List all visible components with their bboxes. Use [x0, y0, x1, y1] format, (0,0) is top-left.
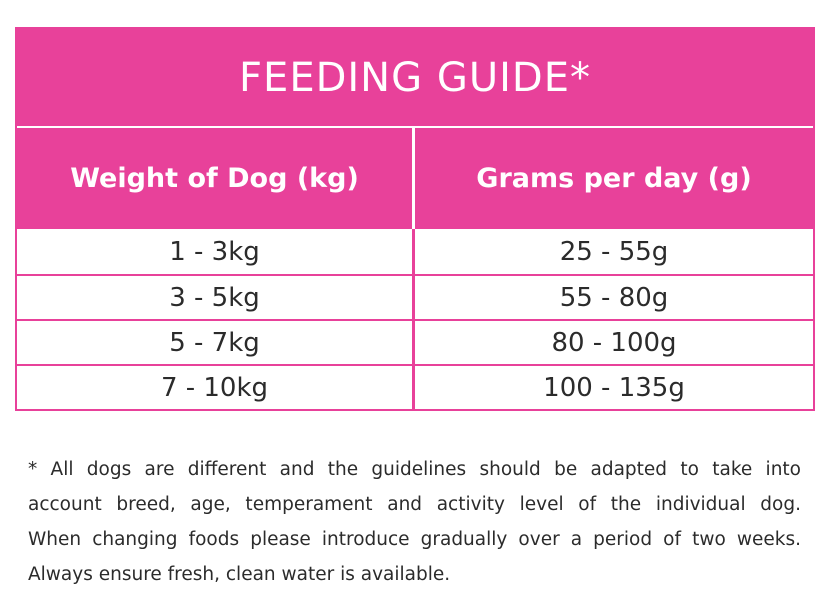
table-cell: 100 - 135g	[415, 364, 813, 409]
column-header: Weight of Dog (kg)	[17, 128, 415, 229]
table-cell: 1 - 3kg	[17, 229, 415, 274]
table-row: 3 - 5kg 55 - 80g	[17, 274, 813, 319]
table-cell: 7 - 10kg	[17, 364, 415, 409]
footnote-line: account breed, age, temperament and acti…	[28, 494, 801, 515]
footnote: * All dogs are different and the guideli…	[28, 452, 801, 592]
table-cell: 5 - 7kg	[17, 319, 415, 364]
table-row: 1 - 3kg 25 - 55g	[17, 229, 813, 274]
footnote-line: Always ensure fresh, clean water is avai…	[28, 564, 451, 585]
table-row: 7 - 10kg 100 - 135g	[17, 364, 813, 409]
table-cell: 3 - 5kg	[17, 274, 415, 319]
footnote-line: When changing foods please introduce gra…	[28, 529, 801, 550]
title: FEEDING GUIDE*	[17, 29, 813, 128]
feeding-table: FEEDING GUIDE* Weight of Dog (kg) Grams …	[15, 27, 815, 411]
footnote-line: * All dogs are different and the guideli…	[28, 459, 801, 480]
table-cell: 55 - 80g	[415, 274, 813, 319]
header-row: Weight of Dog (kg) Grams per day (g)	[17, 128, 813, 229]
column-header: Grams per day (g)	[415, 128, 813, 229]
table-cell: 80 - 100g	[415, 319, 813, 364]
table-cell: 25 - 55g	[559, 236, 669, 267]
table-body: 1 - 3kg 25 - 55g 3 - 5kg 55 - 80g 5 - 7kg 80 …	[17, 229, 813, 409]
table-row: 5 - 7kg 80 - 100g	[17, 319, 813, 364]
